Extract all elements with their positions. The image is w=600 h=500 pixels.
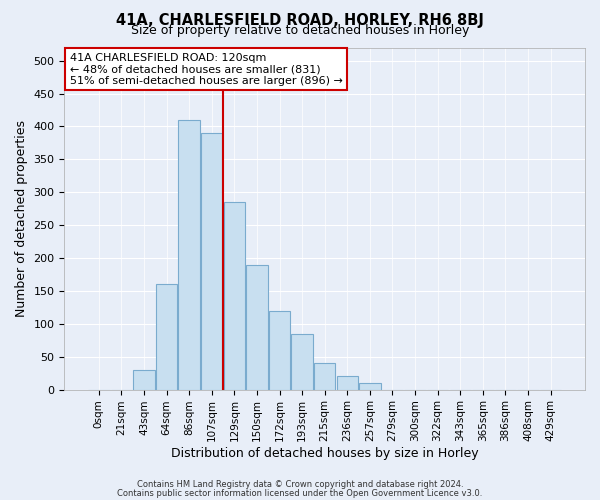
- X-axis label: Distribution of detached houses by size in Horley: Distribution of detached houses by size …: [171, 447, 479, 460]
- Bar: [337, 376, 358, 390]
- Bar: [246, 264, 268, 390]
- Text: Size of property relative to detached houses in Horley: Size of property relative to detached ho…: [131, 24, 469, 37]
- Bar: [314, 364, 335, 390]
- Bar: [156, 284, 177, 390]
- Bar: [269, 310, 290, 390]
- Bar: [292, 334, 313, 390]
- Bar: [201, 133, 223, 390]
- Y-axis label: Number of detached properties: Number of detached properties: [15, 120, 28, 317]
- Text: 41A, CHARLESFIELD ROAD, HORLEY, RH6 8BJ: 41A, CHARLESFIELD ROAD, HORLEY, RH6 8BJ: [116, 12, 484, 28]
- Bar: [178, 120, 200, 390]
- Text: Contains public sector information licensed under the Open Government Licence v3: Contains public sector information licen…: [118, 488, 482, 498]
- Bar: [359, 383, 380, 390]
- Text: Contains HM Land Registry data © Crown copyright and database right 2024.: Contains HM Land Registry data © Crown c…: [137, 480, 463, 489]
- Text: 41A CHARLESFIELD ROAD: 120sqm
← 48% of detached houses are smaller (831)
51% of : 41A CHARLESFIELD ROAD: 120sqm ← 48% of d…: [70, 52, 343, 86]
- Bar: [133, 370, 155, 390]
- Bar: [224, 202, 245, 390]
